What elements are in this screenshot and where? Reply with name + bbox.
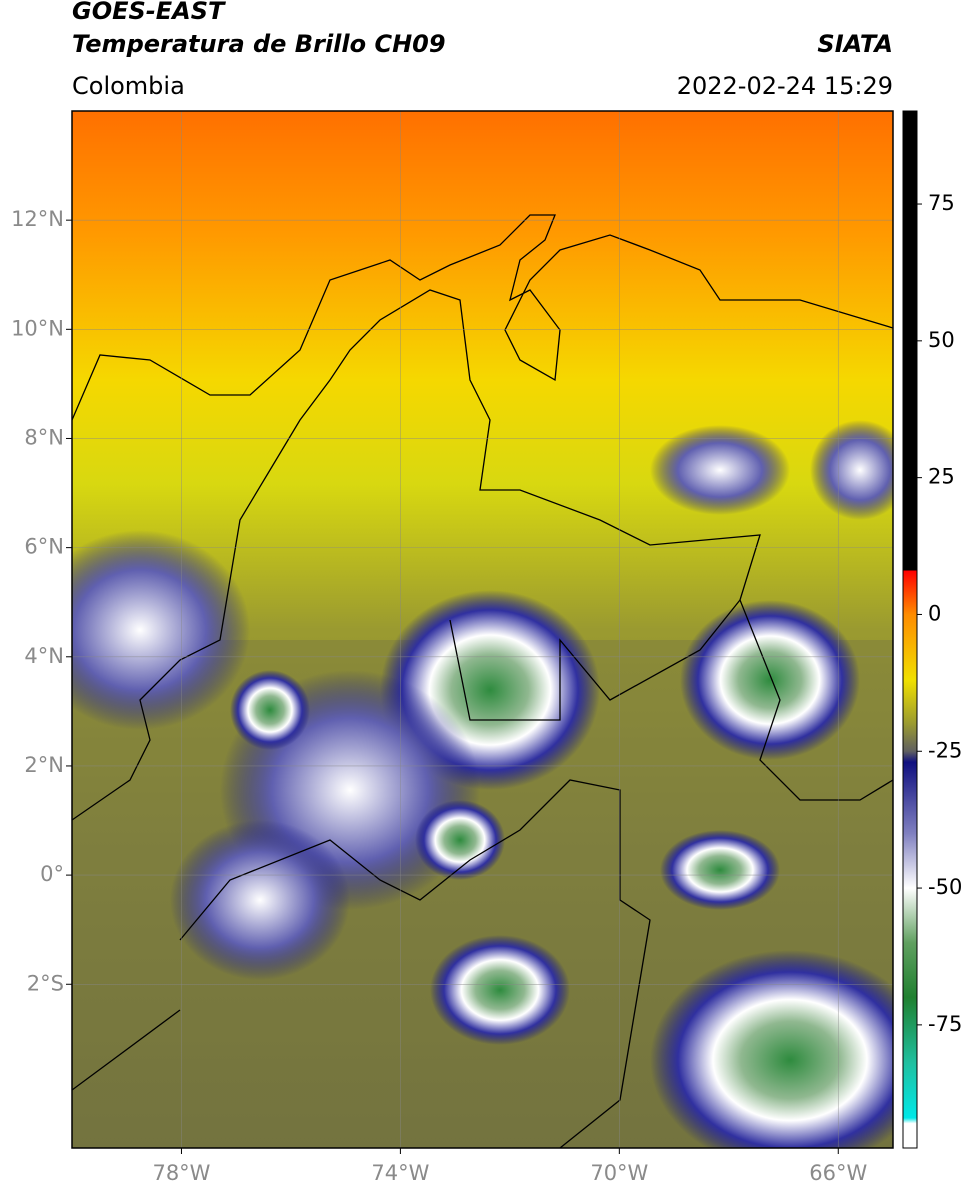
colorbar-tick-label: -75 — [928, 1012, 962, 1036]
y-tick-label: 10°N — [11, 316, 64, 340]
imagery — [72, 111, 893, 1148]
colorbar-tick-label: 50 — [928, 328, 955, 352]
storm — [680, 600, 860, 760]
storm — [170, 820, 350, 980]
x-tick-label: 78°W — [152, 1161, 210, 1185]
storm — [650, 950, 893, 1148]
x-tick-label: 74°W — [371, 1161, 429, 1185]
grid — [72, 111, 893, 1148]
storm — [650, 425, 790, 515]
y-tick-label: 2°N — [24, 753, 64, 777]
y-tick-label: 0° — [40, 862, 64, 886]
satellite: GOES-EAST — [72, 0, 226, 25]
y-tick-label: 8°N — [24, 425, 64, 449]
y-tick-label: 4°N — [24, 644, 64, 668]
source: SIATA — [817, 30, 893, 58]
colorbar-tick-label: -25 — [928, 738, 962, 762]
x-tick-label: 66°W — [809, 1161, 867, 1185]
storm — [230, 670, 310, 750]
map-frame — [71, 110, 894, 1149]
y-tick-label: 12°N — [11, 207, 64, 231]
storm — [415, 800, 505, 880]
datetime: 2022-02-24 15:29 — [677, 72, 893, 100]
y-tick-label: 2°S — [27, 971, 64, 995]
colorbar-tick-label: 0 — [928, 601, 941, 625]
storm — [660, 830, 780, 910]
colorbar-tick-label: -50 — [928, 875, 962, 899]
storm — [810, 420, 893, 520]
product: Temperatura de Brillo CH09 — [72, 30, 446, 58]
storm — [430, 935, 570, 1045]
x-tick-label: 70°W — [590, 1161, 648, 1185]
coastlines — [72, 214, 893, 1148]
storm — [72, 530, 250, 730]
colorbar-tick-label: 75 — [928, 191, 955, 215]
region: Colombia — [72, 72, 185, 100]
colorbar-tick-label: 25 — [928, 465, 955, 489]
y-tick-label: 6°N — [24, 535, 64, 559]
colorbar — [902, 110, 918, 1149]
